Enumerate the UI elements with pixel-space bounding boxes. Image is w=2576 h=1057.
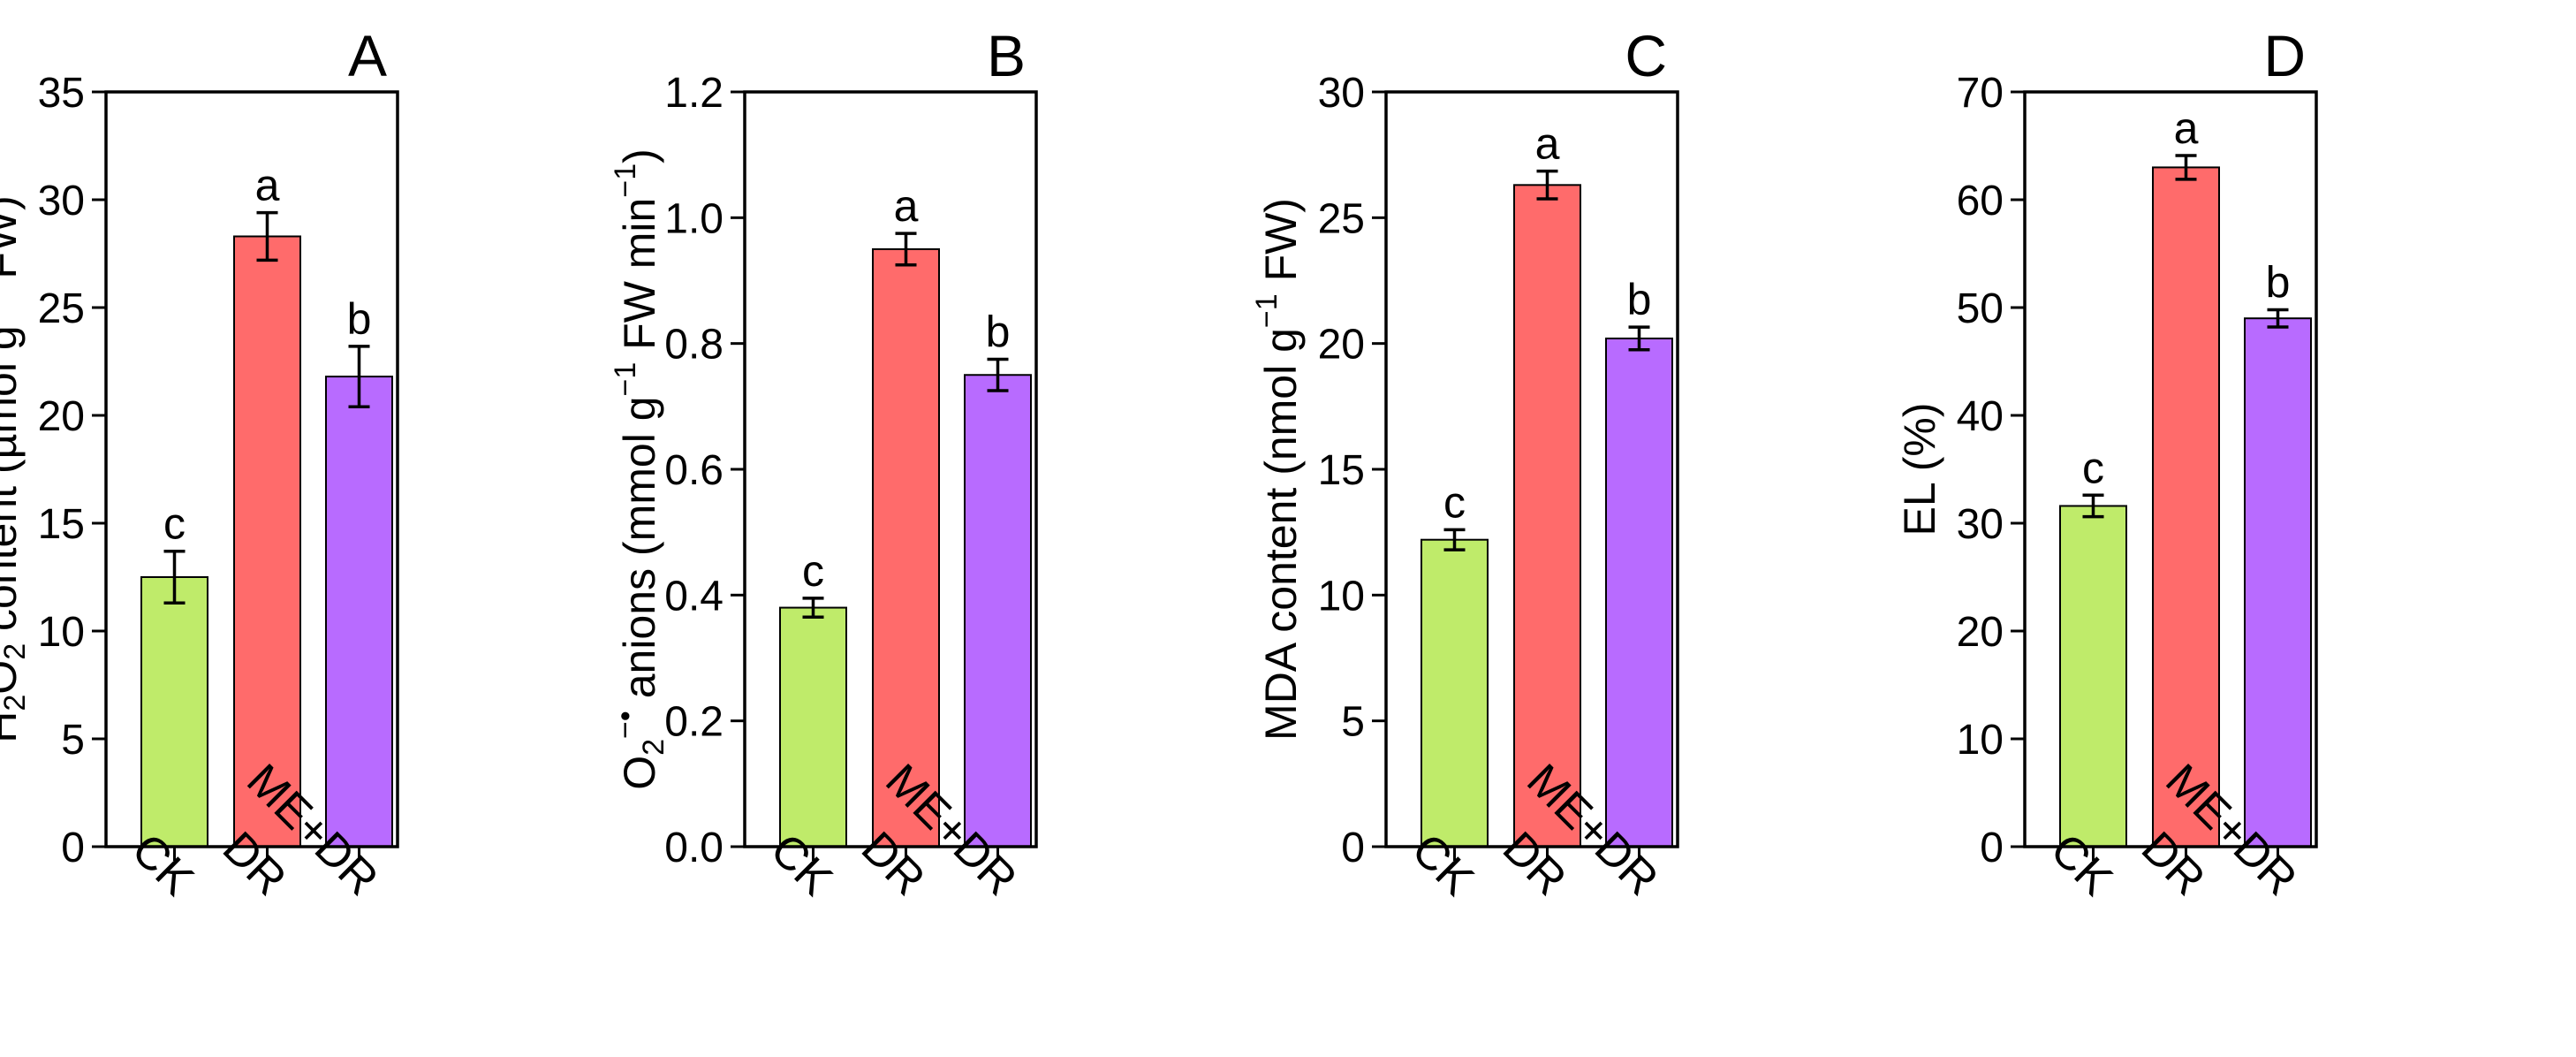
y-tick-label: 0.0	[664, 825, 724, 871]
y-tick-label: 20	[1957, 609, 2004, 656]
significance-letter: b	[347, 294, 372, 344]
error-bar	[802, 597, 824, 619]
error-bar	[1628, 325, 1650, 352]
bar-dr	[872, 247, 940, 848]
error-bar	[1443, 528, 1466, 551]
y-tick-label: 1.2	[664, 70, 724, 117]
y-tick-label: 30	[1318, 70, 1365, 117]
y-tick-label: 20	[38, 393, 85, 440]
y-tick-label: 5	[1341, 699, 1365, 746]
y-tick-label: 0.8	[664, 322, 724, 369]
significance-letter: b	[986, 307, 1011, 356]
y-tick-label: 15	[1318, 447, 1365, 494]
error-bar	[1536, 169, 1558, 201]
bar-dr	[233, 235, 301, 848]
y-tick-label: 20	[1318, 322, 1365, 369]
y-axis-label: H2O2 content (µmol g−1 FW)	[0, 195, 32, 742]
y-tick-label: 30	[1957, 501, 2004, 548]
y-tick-label: 15	[38, 501, 85, 548]
significance-letter: c	[802, 546, 824, 596]
y-tick-label: 10	[38, 609, 85, 656]
panel-label: D	[2263, 23, 2306, 88]
significance-letter: c	[163, 499, 186, 549]
bar-ck	[2059, 505, 2127, 848]
significance-letter: a	[2174, 103, 2199, 153]
significance-letter: b	[1627, 275, 1652, 324]
bar-me-dr	[964, 374, 1032, 848]
y-tick-label: 60	[1957, 178, 2004, 224]
bar-dr	[2152, 166, 2220, 848]
panel-label: A	[348, 23, 387, 88]
y-tick-label: 25	[38, 285, 85, 332]
y-tick-label: 0	[1341, 825, 1365, 871]
error-bar	[256, 210, 278, 262]
bar-me-dr	[325, 376, 393, 848]
y-tick-label: 10	[1318, 573, 1365, 620]
y-tick-label: 0.6	[664, 447, 724, 494]
bar-me-dr	[2244, 317, 2312, 848]
error-bar	[2082, 493, 2104, 519]
error-bar	[2267, 308, 2289, 329]
y-tick-label: 40	[1957, 393, 2004, 440]
error-bar	[348, 345, 370, 408]
y-tick-label: 50	[1957, 285, 2004, 332]
y-tick-label: 10	[1957, 717, 2004, 764]
error-bar	[2175, 154, 2197, 181]
plot-frame	[2023, 90, 2318, 848]
y-tick-label: 70	[1957, 70, 2004, 117]
bar-ck	[1421, 538, 1489, 848]
y-tick-label: 0.2	[664, 699, 724, 746]
panel-label: B	[987, 23, 1026, 88]
y-axis-label: O2−• anions (mmol g−1 FW min−1)	[609, 148, 671, 790]
plot-frame	[104, 90, 399, 848]
y-tick-label: 0.4	[664, 573, 724, 620]
panel-label: C	[1625, 23, 1667, 88]
significance-letter: a	[1535, 119, 1560, 169]
y-tick-label: 0	[61, 825, 85, 871]
error-bar	[895, 232, 917, 267]
y-axis-label: EL (%)	[1895, 403, 1944, 536]
y-axis-label: MDA content (nmol g−1 FW)	[1250, 198, 1306, 741]
y-tick-label: 5	[61, 717, 85, 764]
significance-letter: a	[255, 161, 280, 210]
y-tick-label: 1.0	[664, 195, 724, 242]
y-tick-label: 0	[1980, 825, 2004, 871]
y-tick-label: 35	[38, 70, 85, 117]
significance-letter: b	[2266, 257, 2291, 307]
significance-letter: c	[1443, 477, 1466, 527]
y-tick-label: 30	[38, 178, 85, 224]
bar-ck	[779, 606, 847, 848]
error-bar	[163, 549, 186, 605]
bar-dr	[1513, 184, 1581, 848]
bar-ck	[140, 576, 208, 848]
error-bar	[987, 357, 1009, 392]
significance-letter: c	[2082, 443, 2104, 492]
significance-letter: a	[894, 181, 919, 231]
y-tick-label: 25	[1318, 195, 1365, 242]
bar-me-dr	[1605, 337, 1673, 848]
